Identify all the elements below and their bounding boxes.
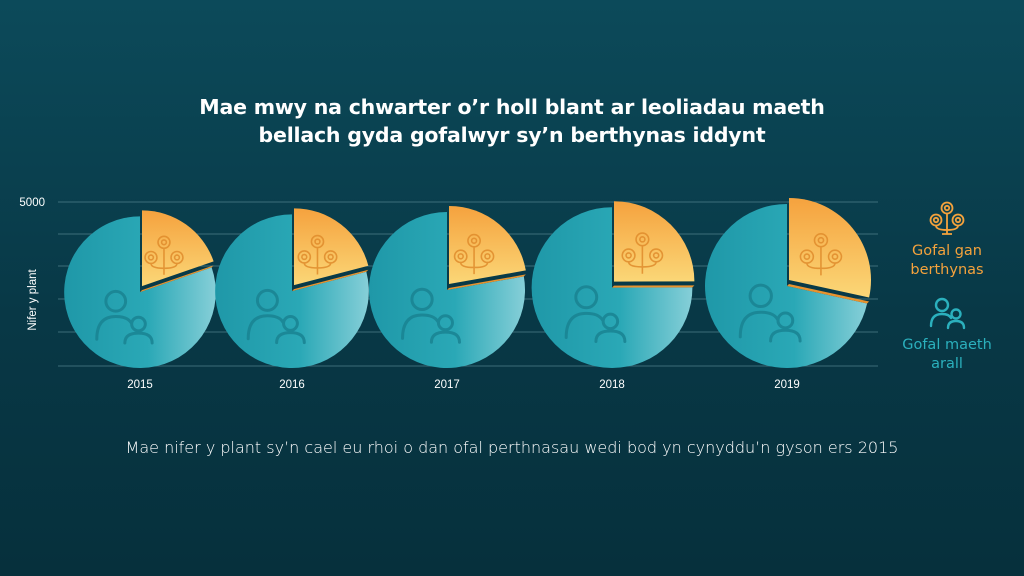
pie-slice-kinship-edge-2018 — [612, 285, 695, 288]
family-tree-watermark-icon — [144, 235, 184, 275]
pie-slice-kinship-edge-2015 — [140, 265, 214, 293]
pie-slice-kinship-edge-2019 — [787, 284, 870, 304]
legend-item-kinship: Gofal gan berthynas — [892, 200, 1002, 280]
x-tick-label-2019: 2019 — [774, 379, 800, 391]
people-watermark-icon — [738, 283, 802, 343]
family-tree-watermark-icon — [799, 232, 843, 276]
chart-title: Mae mwy na chwarter o’r holl blant ar le… — [0, 93, 1024, 149]
family-tree-watermark-icon — [621, 232, 664, 274]
pie-slice-kinship-2019 — [789, 198, 871, 298]
chart-title-line-1: Mae mwy na chwarter o’r holl blant ar le… — [199, 95, 825, 119]
family-tree-watermark-icon — [453, 233, 495, 275]
pie-group — [64, 198, 871, 368]
y-tick-label-5000: 5000 — [19, 197, 45, 209]
x-tick-label-2016: 2016 — [279, 379, 305, 391]
people-watermark-icon — [95, 289, 154, 345]
chart-caption: Mae nifer y plant sy’n cael eu rhoi o da… — [125, 438, 899, 457]
pie-slice-kinship-edge-2017 — [447, 274, 526, 290]
pie-slice-kinship-2016 — [294, 208, 369, 286]
people-watermark-icon — [564, 285, 627, 343]
pie-2015 — [64, 210, 216, 368]
pie-slice-kinship-edge-2016 — [292, 269, 369, 292]
pie-slice-other-2019 — [705, 204, 868, 368]
pie-slice-kinship-2015 — [142, 210, 214, 287]
pie-2018 — [531, 201, 695, 368]
x-tick-label-2017: 2017 — [434, 379, 460, 391]
legend-label-kinship-line-1: Gofal gan — [911, 243, 982, 259]
people-watermark-icon — [246, 288, 306, 345]
legend-item-other: Gofal maeth arall — [892, 296, 1002, 374]
chart-title-line-2: bellach gyda gofalwyr sy’n berthynas idd… — [258, 123, 766, 147]
legend-label-kinship-line-2: berthynas — [910, 262, 984, 278]
people-watermark-icon — [401, 287, 461, 344]
family-tree-icon — [929, 201, 965, 235]
x-tick-label-2018: 2018 — [599, 379, 625, 391]
y-axis-label: Nifer y plant — [27, 269, 39, 331]
x-tick-label-2015: 2015 — [127, 379, 153, 391]
x-axis-labels: 2015 2016 2017 2018 2019 — [127, 379, 800, 391]
pie-2019 — [705, 198, 871, 368]
pie-slice-kinship-2018 — [614, 201, 695, 282]
legend-label-other-line-2: arall — [931, 356, 963, 372]
pie-2017 — [368, 205, 526, 368]
legend-label-other-line-1: Gofal maeth — [902, 337, 992, 353]
people-icon — [929, 297, 966, 330]
pie-slice-kinship-2017 — [449, 205, 526, 284]
pie-2016 — [215, 208, 369, 368]
family-tree-watermark-icon — [297, 234, 338, 275]
